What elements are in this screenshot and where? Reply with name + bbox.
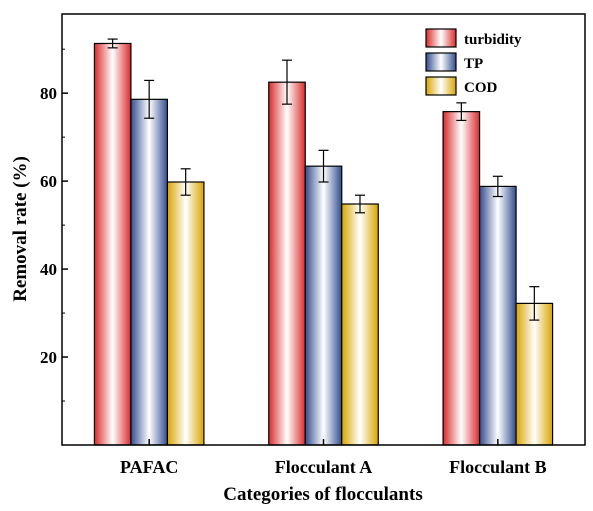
error-bar-turbidity-flocculant-b [456,102,467,122]
error-bar-tp-flocculant-a [318,149,329,183]
error-bar-tp-flocculant-b [492,175,503,198]
legend-swatch [425,76,457,96]
legend-item-tp: TP [425,52,483,72]
legend-label: TP [464,56,483,72]
legend-swatch [425,52,457,72]
legend-item-turbidity: turbidity [425,28,522,48]
bar-cod-flocculant-b [515,302,554,446]
x-axis: PAFAC Flocculant A Flocculant B [120,439,547,477]
error-bar-tp-pafac [144,79,155,119]
legend-label: COD [464,80,498,96]
legend-item-cod: COD [425,76,498,96]
legend-label: turbidity [464,32,522,48]
bars-layer [93,42,554,446]
bar-turbidity-flocculant-b [442,111,481,446]
error-bar-cod-pafac [180,168,191,196]
bar-tp-flocculant-b [478,185,517,446]
y-tick-label: 40 [40,260,57,279]
x-axis-title: Categories of flocculants [223,484,422,505]
y-tick-label: 80 [40,84,57,103]
x-tick-label-pafac: PAFAC [120,457,178,477]
error-bar-turbidity-pafac [107,38,118,49]
y-tick-label: 60 [40,172,57,191]
bar-tp-pafac [130,98,169,446]
y-axis-title: Removal rate (%) [10,156,31,302]
y-tick-label: 20 [40,348,57,367]
bar-cod-pafac [166,181,205,446]
error-bars-layer [107,38,540,321]
bar-cod-flocculant-a [341,203,379,446]
bar-turbidity-flocculant-a [268,81,306,446]
bar-turbidity-pafac [93,42,132,446]
error-bar-cod-flocculant-b [529,286,540,321]
legend-swatch [425,28,457,48]
error-bar-cod-flocculant-a [355,194,365,214]
x-tick-label-flocculant-b: Flocculant B [449,457,547,477]
y-axis: 20 40 60 80 [40,48,68,402]
legend: turbidity TP COD [425,28,522,96]
error-bar-turbidity-flocculant-a [282,59,292,105]
x-tick-label-flocculant-a: Flocculant A [275,457,373,477]
bar-tp-flocculant-a [304,165,343,446]
